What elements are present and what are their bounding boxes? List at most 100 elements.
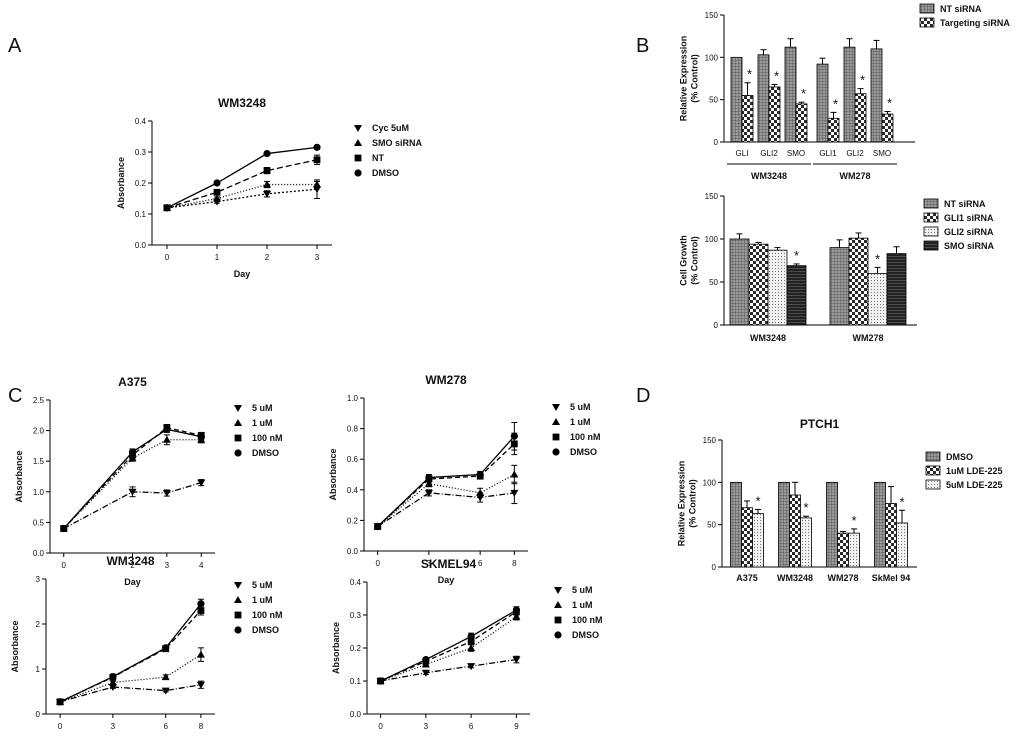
chart-d-ptch1: 0 50 100 150 PTCH1 Relative Expression(% Cont… — [677, 417, 1003, 583]
y-tick-label: 50 — [707, 521, 716, 530]
y-tick-label: 0.2 — [350, 644, 362, 653]
legend-label: 5 uM — [570, 402, 591, 412]
data-point — [374, 522, 382, 531]
panel-label-c: C — [8, 385, 22, 407]
legend-label: 5uM LDE-225 — [946, 480, 1003, 490]
legend-label: 100 nM — [572, 615, 603, 625]
y-tick-label: 1.5 — [33, 457, 45, 466]
category-label: GLI — [736, 149, 749, 158]
y-axis-label: Absorbance — [10, 620, 20, 672]
y-tick-label: 0 — [714, 138, 719, 147]
data-point — [161, 687, 170, 695]
x-tick-label: 1 — [215, 253, 220, 262]
series-line-0 — [59, 684, 202, 703]
bar — [854, 93, 867, 143]
data-point — [197, 607, 205, 614]
legend-marker — [234, 596, 242, 603]
bar — [778, 481, 790, 568]
data-point — [213, 179, 221, 187]
legend-label: DMSO — [252, 625, 279, 635]
legend-marker — [552, 418, 560, 425]
legend-label: DMSO — [252, 448, 279, 458]
y-tick-label: 0.0 — [350, 710, 362, 719]
bar — [867, 272, 888, 326]
x-tick-label: 9 — [514, 722, 519, 731]
data-point — [213, 194, 221, 202]
y-axis-label: Cell Growth(% Control) — [679, 235, 700, 286]
y-tick-label: 2 — [36, 620, 41, 629]
bar — [800, 517, 812, 568]
category-label: SkMel 94 — [872, 573, 911, 583]
x-tick-label: 2 — [130, 561, 135, 570]
y-tick-label: 0.0 — [347, 547, 359, 556]
chart-title: A375 — [118, 375, 147, 389]
legend-marker — [354, 139, 362, 146]
data-point — [376, 677, 385, 685]
legend-marker — [552, 448, 560, 456]
group-label: WM3248 — [751, 171, 787, 181]
panel-label-a: A — [8, 35, 22, 57]
y-tick-label: 0.4 — [347, 486, 359, 495]
legend-marker — [234, 405, 242, 412]
x-tick-label: 0 — [58, 722, 63, 731]
category-label: SMO — [787, 149, 805, 158]
y-tick-label: 0.8 — [347, 425, 359, 434]
data-point — [197, 433, 205, 441]
data-point — [163, 425, 171, 433]
chart-title: WM3248 — [218, 96, 266, 110]
legend-label: 100 nM — [570, 432, 601, 442]
y-tick-label: 150 — [703, 436, 717, 445]
y-tick-label: 0.1 — [135, 210, 147, 219]
legend-label: SMO siRNA — [372, 138, 423, 148]
x-tick-label: 0 — [62, 561, 67, 570]
legend-label: NT siRNA — [944, 199, 986, 209]
series-line-2 — [377, 443, 515, 527]
significance-star: * — [801, 86, 806, 101]
chart-title: SKMEL94 — [421, 557, 477, 571]
significance-star: * — [851, 513, 856, 528]
significance-star: * — [860, 73, 865, 88]
legend-marker — [554, 601, 562, 608]
y-tick-label: 150 — [705, 192, 719, 201]
significance-star: * — [803, 500, 808, 515]
data-point — [425, 473, 433, 482]
y-tick-label: 0.0 — [33, 549, 45, 558]
legend-marker — [354, 169, 362, 177]
bar — [829, 247, 850, 326]
category-label: GLI1 — [819, 149, 837, 158]
bar — [768, 86, 781, 143]
y-tick-label: 100 — [703, 478, 717, 487]
data-point — [512, 612, 521, 620]
chart-b-relative-expression: 0 50 100 150 Relative Expression(% Control) *… — [679, 3, 1010, 181]
x-tick-label: 0 — [378, 722, 383, 731]
category-label: GLI2 — [846, 149, 864, 158]
chart-c-a375: 0.0 0.5 1.0 1.5 2.0 2.5 0 2 3 4 A375 Day Absorbance 5… — [14, 375, 283, 587]
legend-label: 1 uM — [570, 417, 591, 427]
data-point — [108, 684, 117, 691]
y-tick-label: 0.4 — [350, 578, 362, 587]
legend-marker — [552, 404, 560, 411]
series-line-3 — [166, 146, 318, 209]
x-tick-label: 2 — [265, 253, 270, 262]
y-tick-label: 50 — [709, 278, 718, 287]
y-tick-label: 2.5 — [33, 396, 45, 405]
x-tick-label: 8 — [512, 559, 517, 568]
legend-label: GLI1 siRNA — [944, 213, 994, 223]
y-axis-label: Absorbance — [331, 622, 341, 674]
data-point — [162, 644, 170, 652]
chart-title: PTCH1 — [800, 417, 840, 431]
data-point — [512, 606, 521, 614]
bar — [786, 265, 807, 326]
data-point — [196, 650, 205, 658]
legend-marker — [234, 626, 242, 634]
data-point — [424, 479, 433, 487]
bar — [741, 507, 753, 568]
y-tick-label: 150 — [705, 11, 719, 20]
x-tick-label: 6 — [469, 722, 474, 731]
legend-marker — [554, 631, 562, 639]
legend-label: 100 nM — [252, 433, 283, 443]
significance-star: * — [833, 96, 838, 111]
bar — [843, 46, 856, 143]
data-point — [467, 663, 476, 671]
